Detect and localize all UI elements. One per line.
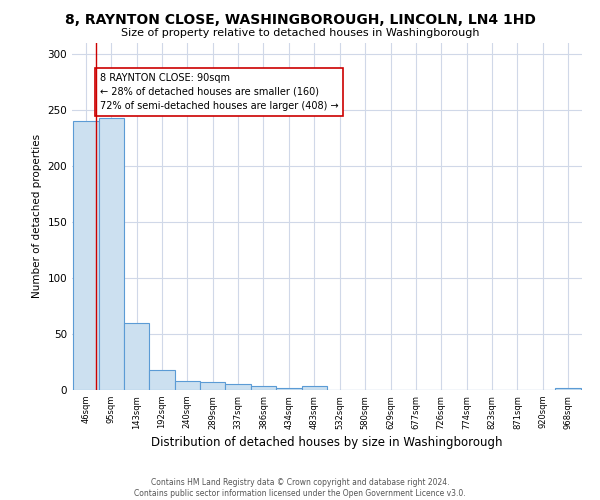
Bar (175, 381, 200, 390)
Text: Size of property relative to detached houses in Washingborough: Size of property relative to detached ho… (121, 28, 479, 38)
Bar (276, 388, 302, 390)
Bar (98, 118, 124, 390)
X-axis label: Distribution of detached houses by size in Washingborough: Distribution of detached houses by size … (151, 436, 503, 449)
Bar (149, 370, 175, 390)
Y-axis label: Number of detached properties: Number of detached properties (32, 134, 42, 298)
Text: 8 RAYNTON CLOSE: 90sqm
← 28% of detached houses are smaller (160)
72% of semi-de: 8 RAYNTON CLOSE: 90sqm ← 28% of detached… (100, 73, 338, 111)
Bar (124, 322, 149, 390)
Text: 8, RAYNTON CLOSE, WASHINGBOROUGH, LINCOLN, LN4 1HD: 8, RAYNTON CLOSE, WASHINGBOROUGH, LINCOL… (65, 12, 535, 26)
Bar (73, 121, 98, 390)
Bar (302, 386, 327, 390)
Bar (556, 388, 581, 390)
Bar (251, 386, 276, 390)
Bar (225, 384, 251, 390)
Text: Contains HM Land Registry data © Crown copyright and database right 2024.
Contai: Contains HM Land Registry data © Crown c… (134, 478, 466, 498)
Bar (200, 382, 225, 390)
